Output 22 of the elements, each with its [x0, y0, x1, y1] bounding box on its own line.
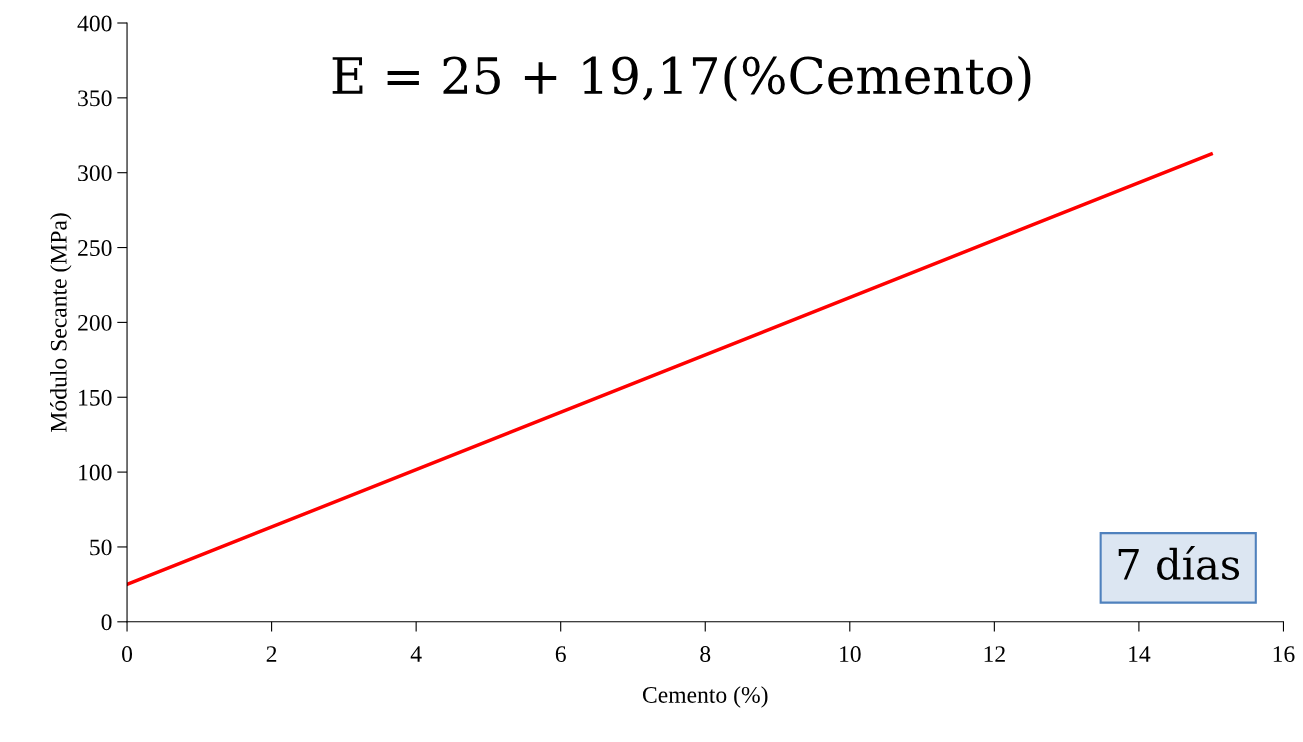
- x-axis-title: Cemento (%): [642, 686, 768, 708]
- x-tick-label: 0: [122, 646, 133, 663]
- y-tick-label: 100: [79, 464, 112, 481]
- y-tick-label: 400: [77, 15, 112, 32]
- y-tick-label: 250: [78, 240, 112, 256]
- y-tick-label: 300: [78, 165, 112, 182]
- x-tick-label: 6: [555, 646, 566, 663]
- x-tick-label: 12: [984, 646, 1005, 662]
- y-tick-label: 200: [78, 314, 112, 331]
- y-tick-label: 150: [79, 389, 112, 406]
- annotation: E = 25 + 19,17(%Cemento): [332, 55, 1031, 102]
- x-tick-label: 4: [410, 646, 422, 662]
- y-tick-label: 350: [78, 90, 112, 107]
- x-tick-label: 2: [266, 646, 277, 662]
- x-tick-label: 10: [840, 646, 861, 663]
- y-tick-label: 50: [90, 539, 112, 556]
- x-tick-label: 14: [1129, 646, 1151, 662]
- x-tick-label: 8: [700, 646, 711, 663]
- annotation: 7 días: [1118, 546, 1240, 580]
- y-axis-title: Módulo Secante (MPa): [50, 213, 72, 432]
- y-tick-label: 0: [101, 614, 112, 631]
- x-tick-label: 16: [1273, 646, 1295, 663]
